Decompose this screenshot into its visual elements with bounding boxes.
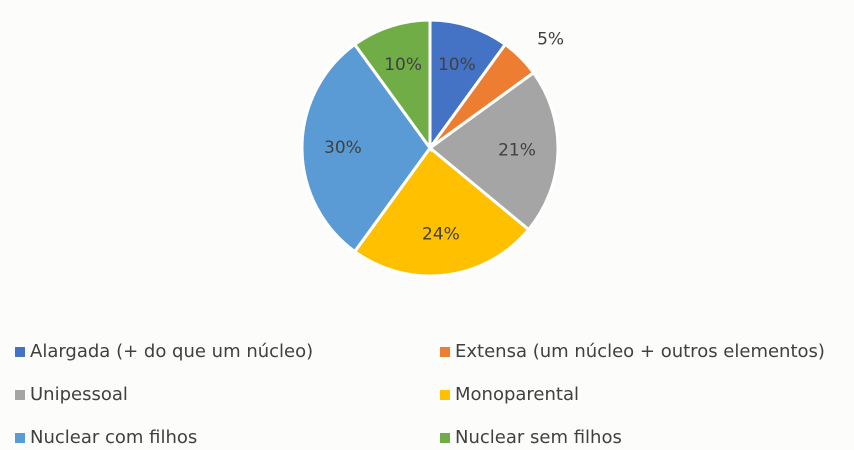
legend-swatch [15, 347, 25, 357]
legend-swatch [440, 433, 450, 443]
pie-slice [352, 145, 531, 278]
legend-label: Alargada (+ do que um núcleo) [30, 341, 313, 362]
legend-label: Extensa (um núcleo + outros elementos) [455, 341, 825, 362]
pie-slice [427, 70, 560, 232]
legend-swatch [440, 390, 450, 400]
legend-swatch [440, 347, 450, 357]
data-label: 24% [422, 224, 460, 244]
data-label: 10% [438, 55, 476, 75]
data-label: 21% [498, 141, 536, 161]
legend-swatch [15, 433, 25, 443]
data-label: 10% [384, 55, 422, 75]
pie-slice [352, 18, 432, 153]
legend-label: Nuclear sem filhos [455, 427, 622, 448]
legend-label: Unipessoal [30, 384, 128, 405]
legend-label: Monoparental [455, 384, 579, 405]
data-label: 30% [324, 138, 362, 158]
legend-label: Nuclear com filhos [30, 427, 197, 448]
legend-swatch [15, 390, 25, 400]
pie-slice [300, 42, 432, 254]
pie-slice [428, 18, 508, 153]
data-label: 5% [537, 29, 564, 49]
